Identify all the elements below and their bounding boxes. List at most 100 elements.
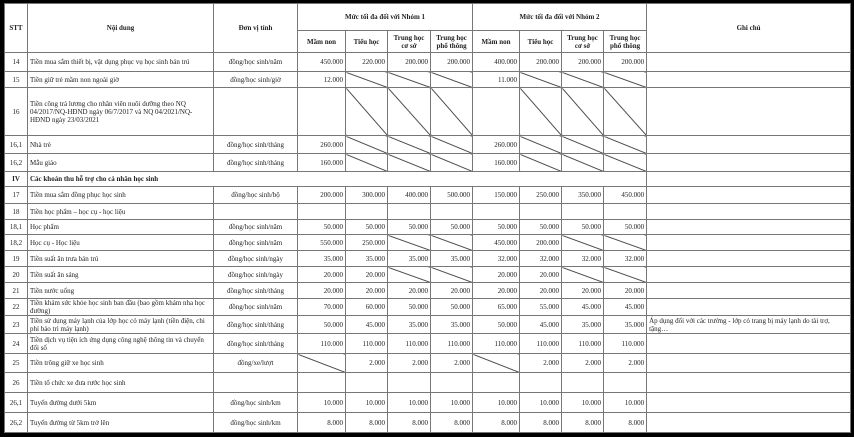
group2-value: 45.000: [561, 298, 605, 316]
table-row: 26 Tiền tổ chức xe đưa rước học sinh: [4, 372, 852, 393]
group1-value: [345, 203, 388, 220]
group1-value: 35.000: [297, 250, 346, 267]
group2-value: 50.000: [472, 219, 521, 235]
row-content: Tiền khám sức khỏe học sinh ban đầu (bao…: [27, 298, 214, 316]
group2-value: 8.000: [603, 412, 648, 433]
group2-value: 55.000: [519, 298, 563, 316]
row-note: [646, 282, 852, 299]
group1-level-header: Trung học phổ thông: [429, 30, 474, 53]
row-unit: đồng/học sinh/km: [213, 392, 298, 413]
group1-value: 50.000: [387, 219, 431, 235]
row-stt: 18,1: [4, 219, 28, 235]
not-applicable-cell: [519, 71, 563, 88]
group1-value: 20.000: [345, 282, 388, 299]
not-applicable-cell: [561, 71, 605, 88]
row-unit: đồng/học sinh/năm: [213, 234, 298, 251]
table-row: 18 Tiền học phẩm – học cụ - học liệu: [4, 203, 852, 220]
group1-value: 8.000: [387, 412, 431, 433]
row-unit: đồng/học sinh/tháng: [213, 153, 298, 172]
row-stt: 18,2: [4, 234, 28, 251]
group1-value: 35.000: [387, 250, 431, 267]
group1-value: 220.000: [345, 52, 388, 72]
group2-value: 45.000: [519, 315, 563, 334]
fee-table: STT Nội dung Đơn vị tính Mức tối đa đối …: [4, 3, 852, 433]
not-applicable-cell: [387, 87, 431, 136]
not-applicable-cell: [429, 234, 474, 251]
group1-value: 450.000: [297, 52, 346, 72]
not-applicable-cell: [603, 135, 648, 154]
row-content: Mẫu giáo: [27, 153, 214, 172]
row-note: [646, 372, 852, 393]
not-applicable-cell: [429, 266, 474, 283]
group2-value: 20.000: [561, 282, 605, 299]
row-content: Tiền suất ăn sáng: [27, 266, 214, 283]
not-applicable-cell: [603, 234, 648, 251]
table-row: 23 Tiền sử dụng máy lạnh của lớp học có m…: [4, 315, 852, 334]
table-row: 16 Tiền công trả lương cho nhân viên nuôi…: [4, 87, 852, 136]
group1-value: 10.000: [429, 392, 474, 413]
group1-value: 50.000: [429, 219, 474, 235]
row-note: [646, 186, 852, 204]
group2-value: 45.000: [603, 298, 648, 316]
group2-value: 32.000: [561, 250, 605, 267]
group1-value: 20.000: [387, 282, 431, 299]
group1-value: 8.000: [429, 412, 474, 433]
group1-value: 2.000: [429, 353, 474, 373]
group1-value: [429, 372, 474, 393]
not-applicable-cell: [297, 353, 346, 373]
group1-value: 50.000: [429, 298, 474, 316]
group1-value: [345, 372, 388, 393]
not-applicable-cell: [561, 234, 605, 251]
group2-value: 260.000: [472, 135, 521, 154]
section-title: Các khoản thu hỗ trợ cho cá nhân học sin…: [26, 171, 648, 187]
not-applicable-cell: [387, 153, 431, 172]
row-stt: 23: [4, 315, 28, 334]
group1-value: 110.000: [345, 333, 388, 354]
row-unit: đồng/học sinh/năm: [213, 298, 298, 316]
table-row: 21 Tiền nước uống đồng/học sinh/tháng 20.00…: [4, 282, 852, 299]
group1-value: 20.000: [345, 266, 388, 283]
row-content: Tiền suất ăn trưa bán trú: [27, 250, 214, 267]
row-note: [646, 250, 852, 267]
group2-level-header: Trung học phổ thông: [603, 30, 648, 53]
group2-value: 50.000: [561, 219, 605, 235]
row-content: Nhà trẻ: [27, 135, 214, 154]
group2-value: 250.000: [519, 186, 563, 204]
group1-value: 35.000: [429, 250, 474, 267]
row-note: [646, 87, 852, 136]
group2-value: 20.000: [603, 282, 648, 299]
row-stt: 22: [4, 298, 28, 316]
header-group2: Mức tối đa đối với Nhóm 2: [472, 3, 648, 31]
group1-value: [429, 203, 474, 220]
group1-value: 20.000: [297, 266, 346, 283]
group2-value: 8.000: [472, 412, 521, 433]
row-unit: đồng/học sinh/km: [213, 412, 298, 433]
group1-value: 500.000: [429, 186, 474, 204]
not-applicable-cell: [429, 153, 474, 172]
group2-value: 110.000: [561, 333, 605, 354]
not-applicable-cell: [387, 135, 431, 154]
row-content: Tiền mua sắm đồng phục học sinh: [27, 186, 214, 204]
row-unit: [213, 87, 298, 136]
group1-value: 35.000: [345, 250, 388, 267]
group2-level-header: Trung học cơ sở: [561, 30, 605, 53]
group2-value: [472, 203, 521, 220]
not-applicable-cell: [519, 153, 563, 172]
group2-value: 2.000: [603, 353, 648, 373]
group2-level-header: Tiểu học: [519, 30, 563, 53]
row-unit: đồng/học sinh/bộ: [213, 186, 298, 204]
group2-value: [603, 203, 648, 220]
not-applicable-cell: [429, 135, 474, 154]
group2-value: 110.000: [603, 333, 648, 354]
group1-value: 300.000: [345, 186, 388, 204]
group1-value: 45.000: [345, 315, 388, 334]
row-note: Áp dụng đối với các trường - lớp có tran…: [646, 315, 852, 334]
group2-value: 110.000: [472, 333, 521, 354]
not-applicable-cell: [429, 87, 474, 136]
group1-value: 70.000: [297, 298, 346, 316]
row-stt: 26: [4, 372, 28, 393]
group2-value: 2.000: [519, 353, 563, 373]
not-applicable-cell: [603, 266, 648, 283]
group1-value: 60.000: [345, 298, 388, 316]
group1-value: [297, 203, 346, 220]
